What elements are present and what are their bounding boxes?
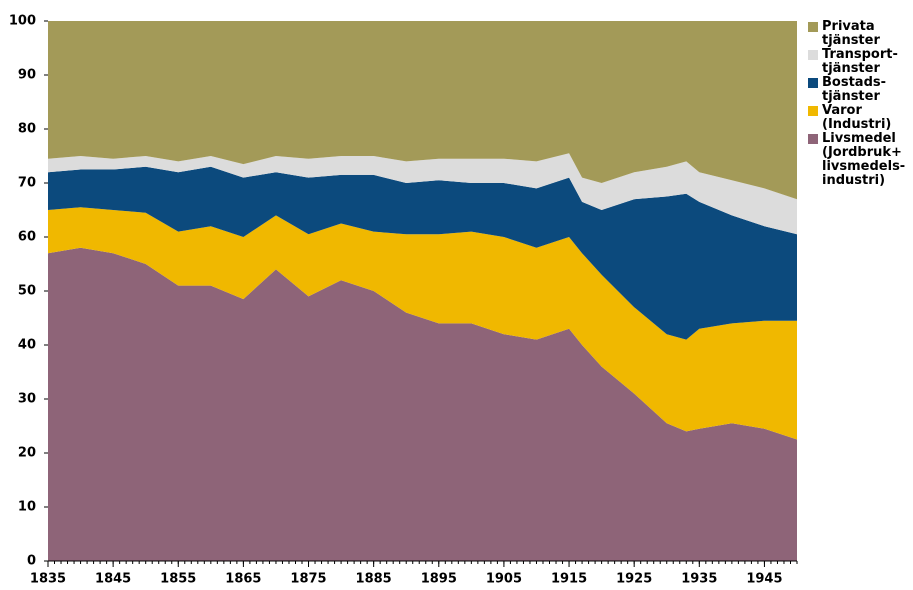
- area: [48, 247, 797, 562]
- legend-label: Livsmedel (Jordbruk+ livsmedels- industr…: [822, 131, 906, 188]
- legend-label: Transport- tjänster: [822, 47, 898, 76]
- legend-item: Livsmedel (Jordbruk+ livsmedels- industr…: [808, 132, 912, 188]
- x-tick-label: 1885: [356, 572, 392, 587]
- y-tick-label: 30: [18, 392, 36, 407]
- y-tick-label: 100: [9, 14, 36, 29]
- y-tick-label: 40: [18, 338, 36, 353]
- area: [48, 166, 797, 340]
- legend-item: Privata tjänster: [808, 20, 912, 48]
- x-tick-label: 1835: [30, 572, 66, 587]
- x-tick-label: 1855: [160, 572, 196, 587]
- area: [48, 207, 797, 440]
- legend-item: Varor (Industri): [808, 104, 912, 132]
- area: [48, 21, 797, 200]
- x-tick-label: 1875: [290, 572, 326, 587]
- legend-swatch: [808, 50, 818, 60]
- y-tick-label: 60: [18, 230, 36, 245]
- area: [48, 153, 797, 235]
- x-tick-label: 1935: [681, 572, 717, 587]
- x-tick-label: 1915: [551, 572, 587, 587]
- y-tick-label: 90: [18, 68, 36, 83]
- legend-swatch: [808, 106, 818, 116]
- legend-label: Varor (Industri): [822, 103, 892, 132]
- y-tick-label: 10: [18, 500, 36, 515]
- y-tick-label: 20: [18, 446, 36, 461]
- legend-label: Bostads- tjänster: [822, 75, 887, 104]
- y-tick-label: 80: [18, 122, 36, 137]
- legend: Privata tjänster Transport- tjänster Bosta…: [808, 20, 912, 188]
- y-tick-label: 50: [18, 284, 36, 299]
- x-tick-label: 1895: [421, 572, 457, 587]
- legend-item: Bostads- tjänster: [808, 76, 912, 104]
- y-tick-label: 70: [18, 176, 36, 191]
- x-tick-label: 1845: [95, 572, 131, 587]
- legend-swatch: [808, 134, 818, 144]
- x-tick-label: 1905: [486, 572, 522, 587]
- legend-swatch: [808, 22, 818, 32]
- legend-swatch: [808, 78, 818, 88]
- x-tick-label: 1925: [616, 572, 652, 587]
- legend-item: Transport- tjänster: [808, 48, 912, 76]
- x-tick-label: 1945: [746, 572, 782, 587]
- legend-label: Privata tjänster: [822, 19, 880, 48]
- x-tick-label: 1865: [225, 572, 261, 587]
- y-tick-label: 0: [27, 554, 36, 569]
